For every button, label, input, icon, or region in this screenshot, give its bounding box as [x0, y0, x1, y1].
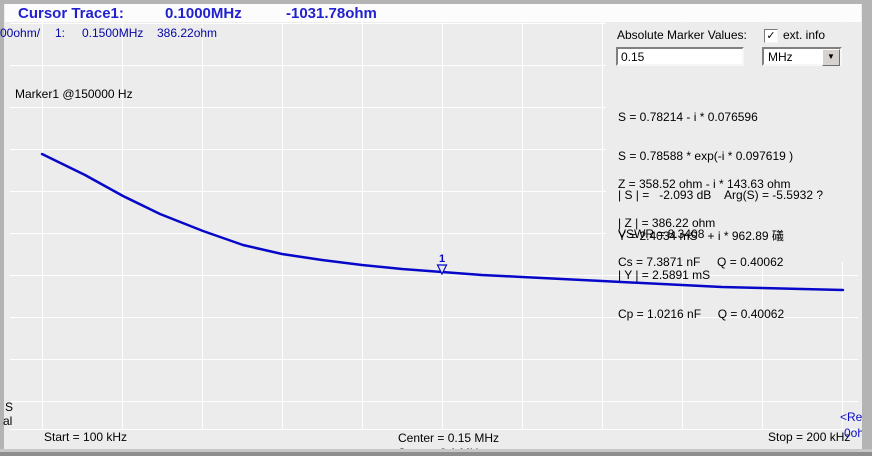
window-border [0, 449, 872, 456]
y-line: Y = 2.4034 mS + i * 962.89 礒 [618, 229, 784, 243]
center-frequency-label: Center = 0.15 MHz [398, 431, 500, 445]
unit-dropdown[interactable]: MHz ▼ [762, 47, 842, 66]
marker-value-readout: 386.22ohm [157, 26, 218, 40]
checkmark-icon: ✓ [766, 30, 776, 42]
y-line: | Y | = 2.5891 mS [618, 268, 711, 282]
marker-annotation: Marker1 @150000 Hz [15, 87, 133, 101]
marker-1-number: 1 [439, 253, 445, 265]
cursor-impedance-value: -1031.78ohm [286, 5, 377, 22]
marker-frequency-readout: 0.1500MHz [82, 26, 144, 40]
marker-index: 1: [55, 26, 66, 40]
z-line: | Z | = 386.22 ohm [618, 216, 716, 230]
cursor-trace-titlebar: Cursor Trace1: 0.1000MHz -1031.78ohm [5, 4, 861, 22]
window-border [862, 0, 872, 456]
stop-frequency-label: Stop = 200 kHz [768, 430, 851, 444]
cursor-frequency-value: 0.1000MHz [165, 5, 242, 22]
s-parameter-block: S = 0.78214 - i * 0.076596 S = 0.78588 *… [618, 85, 823, 267]
marker-1-triangle-icon[interactable] [436, 264, 448, 276]
ext-info-checkbox[interactable]: ✓ [764, 29, 778, 43]
trace-curve-layer: 1 [40, 152, 845, 292]
clipped-left-label: al [3, 414, 13, 428]
unit-dropdown-value: MHz [768, 50, 793, 64]
s-line: VSWR = 8.3408 [618, 227, 705, 241]
marker-frequency-input[interactable] [616, 47, 744, 66]
y-line: Cp = 1.0216 nF Q = 0.40062 [618, 307, 785, 321]
dropdown-arrow-icon[interactable]: ▼ [822, 49, 840, 66]
cursor-trace-label: Cursor Trace1: [18, 5, 124, 22]
absolute-marker-values-panel: Absolute Marker Values: ✓ ext. info MHz … [606, 23, 858, 321]
s-line: S = 0.78588 * exp(-i * 0.097619 ) [618, 149, 794, 163]
ext-info-label: ext. info [783, 28, 826, 42]
z-line: Cs = 7.3871 nF Q = 0.40062 [618, 255, 784, 269]
ref-label-clipped: <Ref [840, 410, 866, 424]
impedance-block: Z = 358.52 ohm - i * 143.63 ohm | Z | = … [618, 152, 790, 295]
admittance-block: Y = 2.4034 mS + i * 962.89 礒 | Y | = 2.5… [618, 204, 784, 347]
s-line: | S | = -2.093 dB Arg(S) = -5.5932 ? [618, 188, 824, 202]
panel-title: Absolute Marker Values: [617, 28, 747, 42]
trace-scale-clipped: 00ohm/ [0, 26, 41, 40]
clipped-left-label: S [5, 400, 14, 414]
z-line: Z = 358.52 ohm - i * 143.63 ohm [618, 177, 791, 191]
s-line: S = 0.78214 - i * 0.076596 [618, 110, 758, 124]
start-frequency-label: Start = 100 kHz [44, 430, 128, 444]
